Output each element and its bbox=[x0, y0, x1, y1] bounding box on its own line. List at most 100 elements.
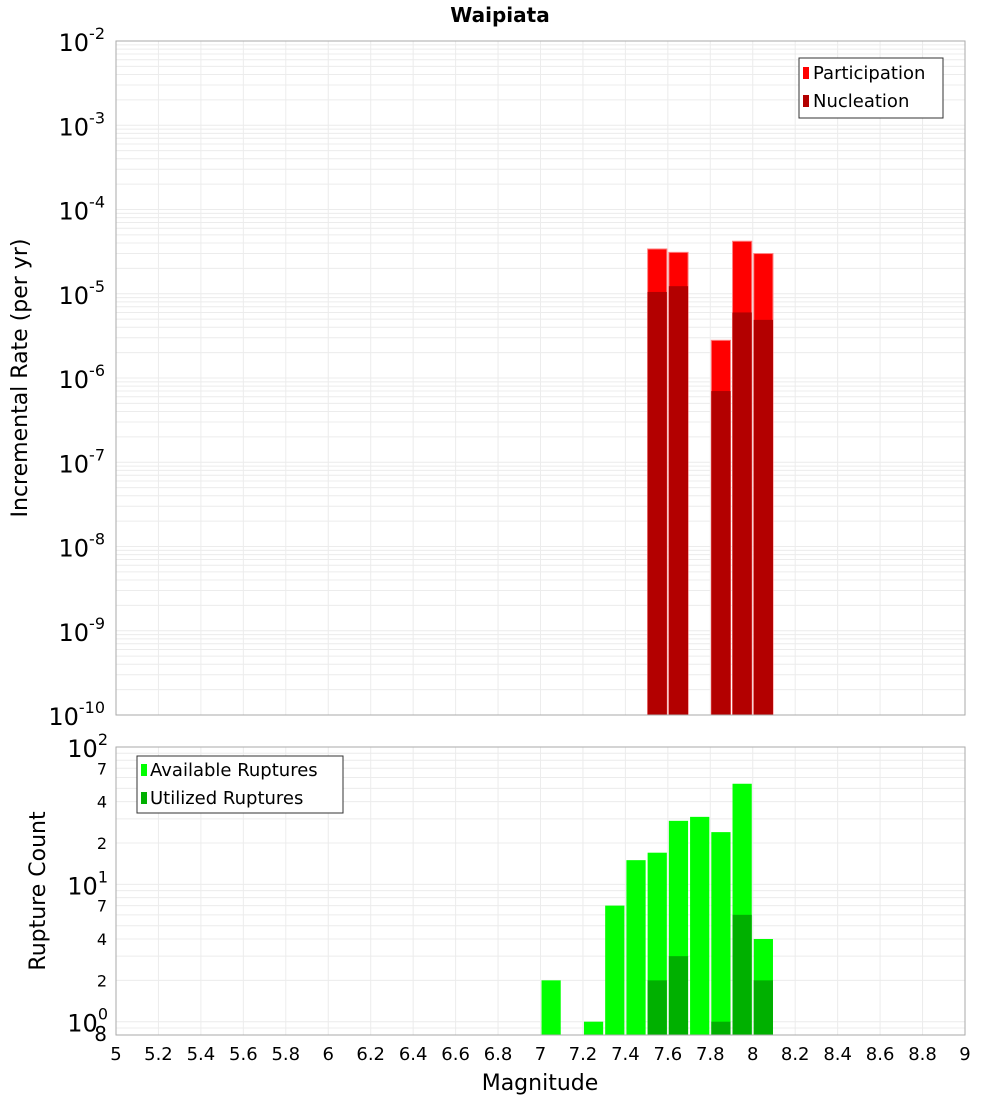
y-tick-base: 10 bbox=[59, 450, 90, 478]
y-tick-label: 10-7 bbox=[59, 445, 106, 478]
x-tick-label: 8.4 bbox=[823, 1044, 852, 1065]
y-tick-exponent: -5 bbox=[89, 277, 105, 296]
y-tick-base: 10 bbox=[59, 198, 90, 226]
bottom-plot-frame bbox=[115, 746, 966, 1036]
legend-label-utilized: Utilized Ruptures bbox=[150, 788, 303, 809]
y-tick-label: 10-2 bbox=[59, 24, 106, 57]
legend-swatch-nucleation bbox=[803, 95, 809, 107]
y-tick-exponent: 2 bbox=[98, 730, 108, 749]
bar-utilized-ruptures bbox=[711, 1021, 731, 1035]
y-minor-tick-label: 2 bbox=[97, 971, 107, 990]
x-tick-label: 7 bbox=[535, 1044, 546, 1065]
bottom-plot-grid bbox=[115, 747, 966, 1036]
bar-available-ruptures bbox=[605, 905, 625, 1035]
y-tick-base: 10 bbox=[59, 113, 90, 141]
x-tick-label: 8.2 bbox=[781, 1044, 810, 1065]
y-tick-exponent: 0 bbox=[98, 1005, 108, 1024]
y-minor-tick-label: 8 bbox=[94, 1022, 107, 1046]
x-tick-label: 5.4 bbox=[187, 1044, 216, 1065]
legend-swatch-participation bbox=[803, 67, 809, 79]
top-legend: Participation Nucleation bbox=[798, 57, 944, 119]
bar-utilized-ruptures bbox=[732, 914, 752, 1035]
y-tick-label: 100 bbox=[67, 1005, 108, 1038]
y-tick-exponent: -3 bbox=[89, 108, 105, 127]
bar-nucleation bbox=[647, 291, 667, 715]
bar-available-ruptures bbox=[711, 832, 731, 1035]
bar-nucleation bbox=[732, 312, 752, 715]
y-tick-exponent: -10 bbox=[79, 698, 105, 717]
bar-nucleation bbox=[753, 319, 773, 715]
y-tick-label: 10-8 bbox=[59, 530, 106, 563]
top-y-ticks: 10-210-310-410-510-610-710-810-910-10 bbox=[48, 24, 105, 731]
x-tick-label: 9 bbox=[959, 1044, 970, 1065]
y-minor-tick-label: 4 bbox=[97, 793, 107, 812]
x-axis-label: Magnitude bbox=[482, 1071, 599, 1096]
y-tick-label: 10-9 bbox=[59, 614, 106, 647]
top-plot-frame bbox=[115, 40, 966, 716]
y-tick-exponent: -9 bbox=[89, 614, 105, 633]
x-tick-label: 6.6 bbox=[441, 1044, 470, 1065]
bar-utilized-ruptures bbox=[647, 980, 667, 1035]
y-tick-label: 101 bbox=[67, 867, 108, 900]
x-tick-label: 7.2 bbox=[569, 1044, 598, 1065]
x-tick-label: 7.6 bbox=[654, 1044, 683, 1065]
y-tick-base: 10 bbox=[59, 366, 90, 394]
y-tick-base: 10 bbox=[67, 1010, 98, 1038]
y-tick-base: 10 bbox=[67, 872, 98, 900]
y-tick-base: 10 bbox=[59, 29, 90, 57]
bar-available-ruptures bbox=[583, 1021, 604, 1035]
y-tick-label: 102 bbox=[67, 730, 108, 763]
x-tick-label: 8.6 bbox=[866, 1044, 895, 1065]
y-tick-exponent: -6 bbox=[89, 361, 105, 380]
bottom-y-axis-label: Rupture Count bbox=[26, 811, 51, 971]
y-tick-exponent: -7 bbox=[89, 445, 105, 464]
y-tick-base: 10 bbox=[48, 703, 79, 731]
legend-label-available: Available Ruptures bbox=[150, 760, 318, 781]
y-tick-label: 10-10 bbox=[48, 698, 105, 731]
x-ticks: 5 5.2 5.4 5.6 5.8 6 6.2 6.4 6.6 6.8 7 7.2 7.4 7.6 7.8 8… bbox=[110, 1044, 970, 1065]
x-tick-label: 6 bbox=[323, 1044, 334, 1065]
y-tick-base: 10 bbox=[59, 282, 90, 310]
x-tick-label: 5 bbox=[110, 1044, 121, 1065]
y-tick-base: 10 bbox=[59, 619, 90, 647]
legend-label-participation: Participation bbox=[813, 63, 925, 84]
x-tick-label: 5.2 bbox=[144, 1044, 173, 1065]
legend-swatch-utilized bbox=[141, 792, 147, 804]
y-tick-label: 10-6 bbox=[59, 361, 106, 394]
x-tick-label: 7.4 bbox=[611, 1044, 640, 1065]
x-tick-label: 5.6 bbox=[229, 1044, 258, 1065]
x-tick-label: 8.8 bbox=[908, 1044, 937, 1065]
y-minor-tick-label: 7 bbox=[97, 897, 107, 916]
x-tick-label: 7.8 bbox=[696, 1044, 725, 1065]
bottom-legend: Available Ruptures Utilized Ruptures bbox=[136, 755, 344, 814]
y-tick-base: 10 bbox=[67, 735, 98, 763]
legend-swatch-available bbox=[141, 764, 147, 776]
top-plot-bars bbox=[647, 240, 774, 716]
x-tick-label: 6.2 bbox=[356, 1044, 385, 1065]
y-tick-exponent: -4 bbox=[89, 193, 105, 212]
x-tick-label: 6.8 bbox=[484, 1044, 513, 1065]
y-tick-exponent: 1 bbox=[98, 867, 108, 886]
bar-nucleation bbox=[668, 286, 689, 715]
bar-utilized-ruptures bbox=[753, 980, 773, 1035]
bar-nucleation bbox=[711, 391, 731, 715]
bar-available-ruptures bbox=[626, 860, 646, 1035]
y-minor-tick-label: 2 bbox=[97, 834, 107, 853]
bar-utilized-ruptures bbox=[668, 956, 689, 1035]
y-tick-base: 10 bbox=[59, 535, 90, 563]
y-tick-label: 10-5 bbox=[59, 277, 106, 310]
x-tick-label: 8 bbox=[747, 1044, 758, 1065]
y-tick-exponent: -2 bbox=[89, 24, 105, 43]
bar-available-ruptures bbox=[690, 816, 710, 1035]
bar-available-ruptures bbox=[541, 980, 561, 1035]
y-tick-label: 10-4 bbox=[59, 193, 106, 226]
top-y-axis-label: Incremental Rate (per yr) bbox=[8, 239, 33, 518]
top-plot-grid bbox=[115, 41, 966, 716]
y-tick-label: 10-3 bbox=[59, 108, 106, 141]
y-minor-tick-label: 7 bbox=[97, 759, 107, 778]
y-tick-exponent: -8 bbox=[89, 530, 105, 549]
chart-title: Waipiata bbox=[450, 3, 549, 27]
bottom-plot-bars bbox=[541, 783, 773, 1035]
